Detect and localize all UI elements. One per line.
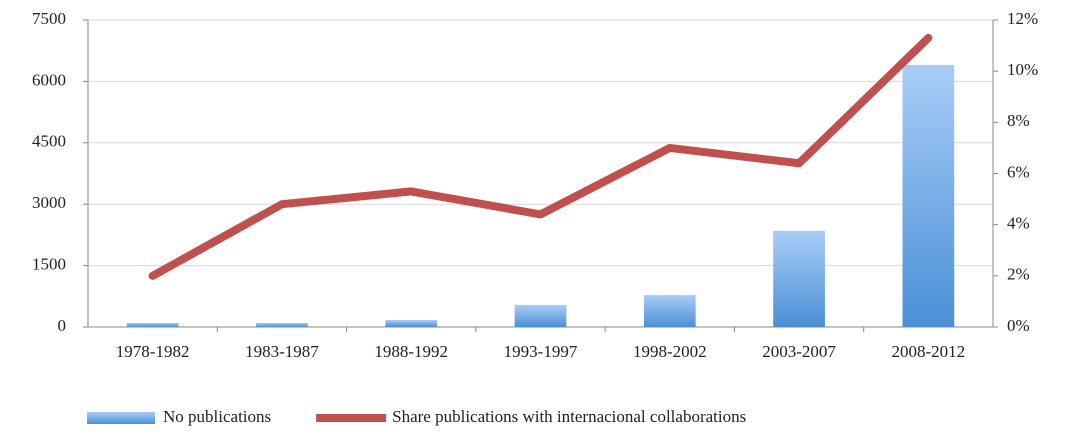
y-tick-label: 0 [58,316,67,335]
line [148,33,933,280]
x-tick-label: 1988-1992 [374,342,448,361]
x-tick-label: 1983-1987 [245,342,319,361]
y2-tick-label: 6% [1007,162,1030,181]
bar [126,322,179,327]
y2-tick-label: 2% [1007,265,1030,284]
y2-tick-label: 10% [1007,60,1038,79]
y-tick-label: 4500 [32,132,66,151]
y2-tick-label: 4% [1007,214,1030,233]
bar [514,304,567,327]
bar [902,65,955,327]
y2-tick-label: 12% [1007,9,1038,28]
y-tick-label: 6000 [32,70,66,89]
legend-label: No publications [163,407,271,426]
bar [643,295,696,327]
y-tick-label: 7500 [32,9,66,28]
bar [773,230,825,327]
y2-tick-label: 0% [1007,316,1030,335]
x-tick-label: 1978-1982 [116,342,190,361]
y2-tick-label: 8% [1007,111,1030,130]
bar [256,322,308,327]
x-tick-label: 2003-2007 [762,342,836,361]
legend-label: Share publications with internacional co… [392,407,746,426]
x-tick-label: 1993-1997 [504,342,578,361]
y-tick-label: 1500 [32,255,66,274]
legend-swatch [87,412,155,424]
bar [385,320,438,327]
x-tick-label: 1998-2002 [633,342,707,361]
x-tick-label: 2008-2012 [892,342,966,361]
y-tick-label: 3000 [32,193,66,212]
